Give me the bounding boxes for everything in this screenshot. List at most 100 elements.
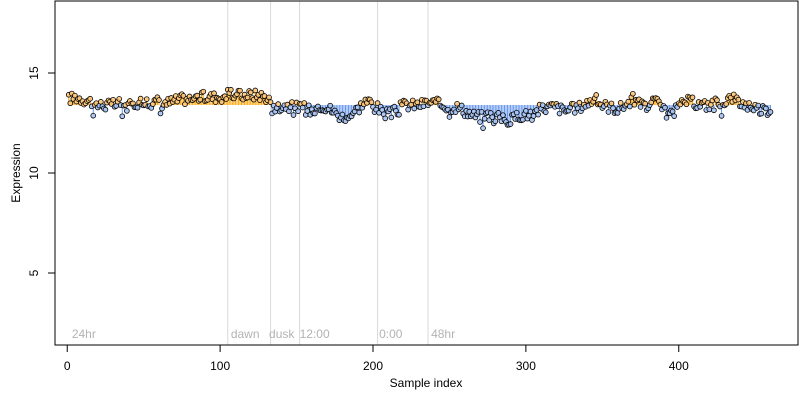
data-point <box>627 103 633 110</box>
data-point <box>218 99 225 105</box>
data-point <box>252 87 259 94</box>
data-point <box>758 110 765 117</box>
y-tick-label-10: 10 <box>27 166 41 180</box>
data-point <box>211 90 217 97</box>
data-point <box>481 115 488 122</box>
data-point <box>287 104 294 111</box>
data-point <box>156 97 162 103</box>
data-point <box>228 86 234 93</box>
data-point <box>267 99 274 105</box>
y-tick-label-5: 5 <box>27 269 41 276</box>
data-point <box>87 95 93 102</box>
data-point <box>689 94 696 101</box>
data-point <box>535 111 541 118</box>
data-point <box>134 104 141 111</box>
data-point <box>711 107 717 114</box>
data-point <box>446 114 453 120</box>
x-tick-label-400: 400 <box>669 359 689 373</box>
data-point <box>327 102 333 109</box>
data-point <box>630 90 636 97</box>
data-point <box>593 92 599 98</box>
data-point <box>500 112 506 118</box>
x-tick-label-300: 300 <box>516 359 536 373</box>
data-point <box>247 89 254 96</box>
y-tick-label-15: 15 <box>27 66 41 80</box>
data-point <box>683 101 690 108</box>
period-label-dusk: dusk <box>269 327 295 341</box>
data-point <box>182 101 188 108</box>
data-point <box>533 107 540 113</box>
data-point <box>735 96 742 103</box>
data-point <box>706 106 713 113</box>
data-point <box>458 102 465 109</box>
data-point <box>478 109 485 115</box>
period-label-24hr: 24hr <box>72 327 96 341</box>
x-tick-label-100: 100 <box>210 359 230 373</box>
data-point <box>116 96 123 102</box>
data-point <box>299 104 306 111</box>
data-point <box>669 108 676 115</box>
data-point <box>102 106 109 113</box>
data-point <box>90 112 97 119</box>
data-point <box>237 87 243 94</box>
data-point <box>119 113 126 120</box>
data-point <box>723 101 729 107</box>
data-point <box>539 102 546 108</box>
x-axis: 0 100 200 300 400 <box>64 344 689 373</box>
data-point <box>663 115 670 121</box>
data-point <box>368 99 375 105</box>
data-point <box>382 115 389 122</box>
period-label-dawn: dawn <box>231 327 260 341</box>
period-divider-lines <box>227 1 429 345</box>
data-point <box>374 100 381 106</box>
x-axis-title: Sample index <box>390 376 463 390</box>
data-point <box>301 100 307 106</box>
data-point <box>556 110 563 117</box>
data-point <box>718 113 725 119</box>
data-point <box>137 95 144 102</box>
data-point <box>480 125 486 131</box>
y-axis-title: Expression <box>9 143 23 202</box>
data-point <box>354 104 361 111</box>
data-point <box>527 108 534 115</box>
data-point <box>662 104 668 111</box>
data-point <box>435 96 442 103</box>
data-point <box>755 102 762 109</box>
data-point <box>197 96 204 103</box>
data-point <box>339 111 346 118</box>
data-point <box>530 113 537 119</box>
data-point <box>290 112 297 118</box>
data-point <box>194 92 200 99</box>
data-point <box>714 97 720 103</box>
x-tick-label-0: 0 <box>64 359 71 373</box>
data-point <box>542 109 549 116</box>
data-point <box>637 104 644 110</box>
data-point <box>396 111 402 118</box>
data-point <box>477 119 483 125</box>
data-point <box>610 105 616 111</box>
data-point <box>110 96 116 103</box>
data-point <box>261 93 268 99</box>
data-point <box>520 116 526 123</box>
data-point <box>523 108 529 114</box>
data-point <box>767 109 774 115</box>
data-point <box>223 96 230 102</box>
x-tick-label-200: 200 <box>363 359 383 373</box>
data-point <box>492 118 499 125</box>
data-point <box>671 113 677 119</box>
period-label-000: 0:00 <box>379 327 403 341</box>
data-point <box>143 96 150 102</box>
plot-frame <box>54 0 799 346</box>
data-point <box>124 108 130 114</box>
data-point <box>295 108 301 115</box>
data-point <box>489 114 496 120</box>
period-label-48hr: 48hr <box>431 327 455 341</box>
data-point <box>356 109 363 116</box>
y-axis: 5 10 15 <box>27 66 56 276</box>
data-point <box>617 100 624 106</box>
data-point <box>275 101 282 107</box>
data-point <box>420 103 427 110</box>
data-point <box>746 100 752 106</box>
